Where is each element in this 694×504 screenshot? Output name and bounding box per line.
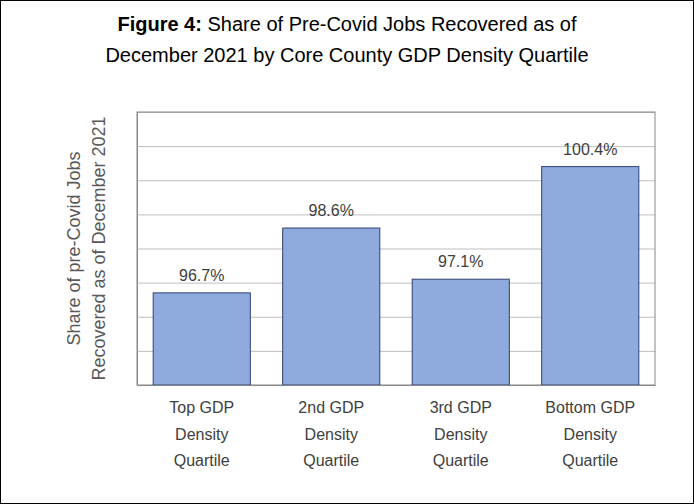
x-axis-line: [138, 385, 656, 386]
x-tick-label: 3rd GDPDensityQuartile: [430, 399, 492, 469]
bar: [153, 293, 250, 385]
data-label: 96.7%: [179, 267, 224, 284]
plot-frame: [137, 112, 655, 385]
y-axis-title: Share of pre-Covid JobsRecovered as of D…: [64, 116, 109, 380]
title: Figure 4: Share of Pre-Covid Jobs Recove…: [105, 13, 588, 66]
bar: [542, 167, 639, 385]
bar: [283, 228, 380, 385]
bar: [412, 279, 509, 385]
data-label: 100.4%: [563, 141, 617, 158]
x-tick-label: Top GDPDensityQuartile: [169, 399, 234, 469]
tick: 2nd GDPDensityQuartile: [298, 399, 364, 469]
tick: Top GDPDensityQuartile: [169, 399, 234, 469]
tick: Bottom GDPDensityQuartile: [545, 399, 635, 469]
tick: [137, 385, 655, 386]
x-tick-label: 2nd GDPDensityQuartile: [298, 399, 364, 469]
data-label: 97.1%: [438, 253, 483, 270]
figure-border: [1, 1, 694, 504]
x-tick-label: Bottom GDPDensityQuartile: [545, 399, 635, 469]
chart: Figure 4: Share of Pre-Covid Jobs Recove…: [0, 0, 694, 504]
y-axis: [137, 113, 655, 386]
plot: 96.7% 98.6% 97.1% 100.4% Top GDPDensityQuart…: [137, 112, 656, 469]
tick: 3rd GDPDensityQuartile: [430, 399, 492, 469]
data-label: 98.6%: [309, 202, 354, 219]
grid-line: [137, 385, 655, 386]
x-axis: Top GDPDensityQuartile 2nd GDPDensityQuar…: [138, 386, 656, 470]
bars: [153, 167, 639, 385]
